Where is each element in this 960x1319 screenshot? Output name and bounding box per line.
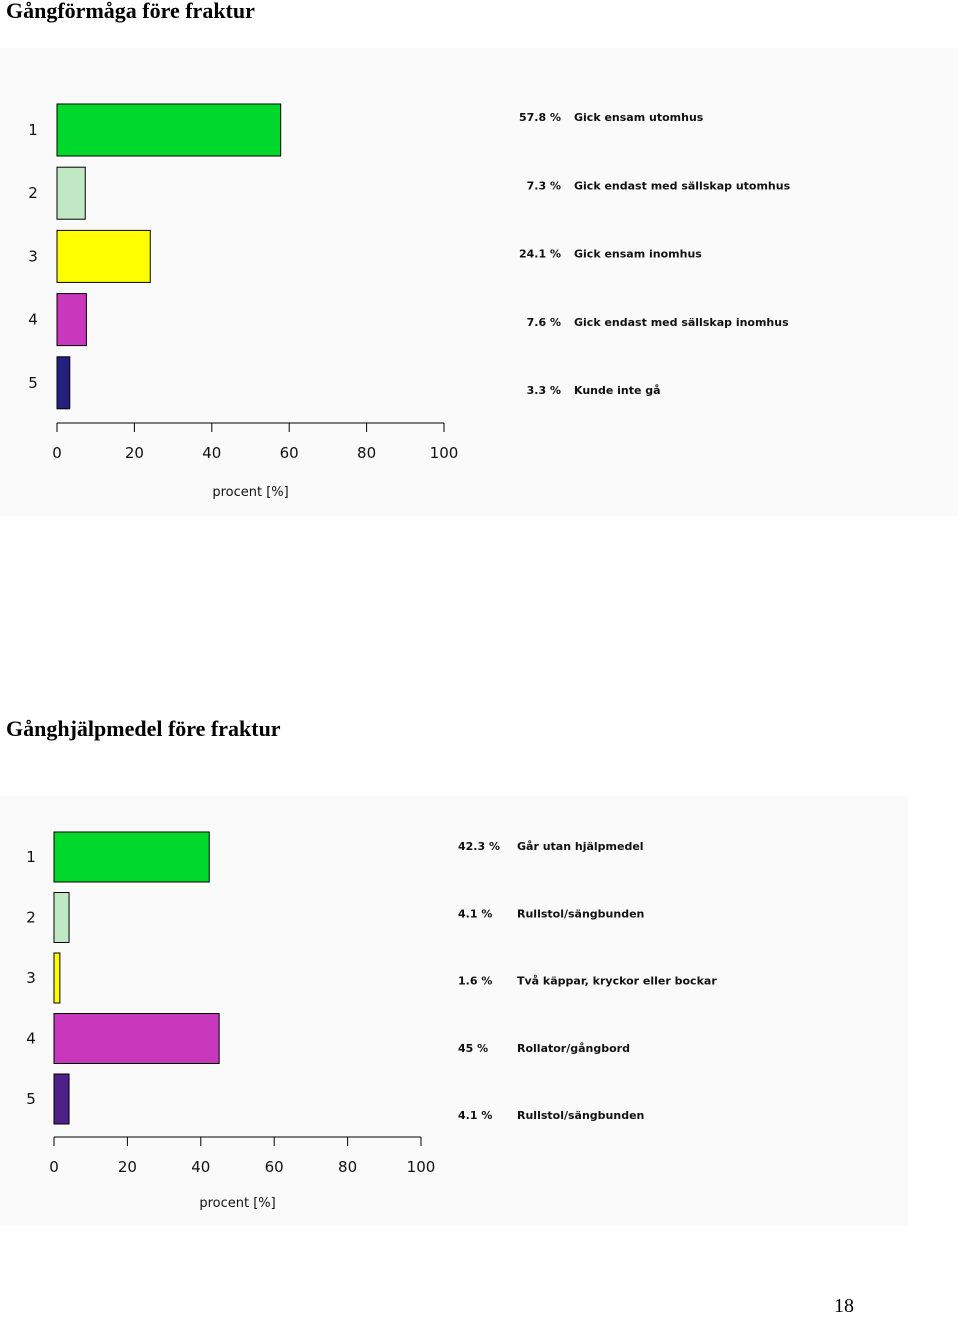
description-label: Gick endast med sällskap utomhus bbox=[574, 179, 791, 192]
x-tick-label: 80 bbox=[357, 444, 376, 462]
value-label: 57.8 % bbox=[519, 111, 561, 124]
x-tick-label: 60 bbox=[280, 444, 299, 462]
category-label: 3 bbox=[26, 969, 36, 987]
value-label: 4.1 % bbox=[458, 1109, 492, 1122]
x-tick-label: 20 bbox=[125, 444, 144, 462]
bar-5 bbox=[56, 356, 71, 410]
bar-5 bbox=[53, 1073, 70, 1125]
bar-3 bbox=[53, 952, 61, 1004]
x-tick-label: 0 bbox=[49, 1158, 59, 1176]
bar-3 bbox=[56, 229, 151, 283]
description-label: Rullstol/sängbunden bbox=[517, 907, 644, 920]
value-label: 4.1 % bbox=[458, 907, 492, 920]
bar-1 bbox=[53, 831, 210, 883]
page-number: 18 bbox=[834, 1295, 854, 1317]
bar-1 bbox=[56, 103, 282, 157]
category-label: 5 bbox=[26, 1090, 36, 1108]
value-label: 7.6 % bbox=[527, 316, 561, 329]
x-tick-label: 40 bbox=[191, 1158, 210, 1176]
category-label: 2 bbox=[26, 909, 36, 927]
chart-title-walking-aids: Gånghjälpmedel före fraktur bbox=[6, 716, 281, 741]
x-tick-label: 0 bbox=[52, 444, 62, 462]
chart-walking-ability: 1 57.8 % Gick ensam utomhus 2 7.3 % Gick enda… bbox=[0, 48, 958, 516]
description-label: Kunde inte gå bbox=[574, 384, 661, 397]
bar-4 bbox=[53, 1013, 220, 1064]
category-label: 1 bbox=[26, 848, 36, 866]
description-label: Rullstol/sängbunden bbox=[517, 1109, 644, 1122]
value-label: 7.3 % bbox=[527, 179, 561, 192]
value-label: 42.3 % bbox=[458, 840, 500, 853]
x-tick-label: 100 bbox=[430, 444, 459, 462]
value-label: 24.1 % bbox=[519, 248, 561, 261]
x-tick-label: 100 bbox=[407, 1158, 436, 1176]
bar-2 bbox=[56, 166, 86, 220]
x-tick-label: 40 bbox=[202, 444, 221, 462]
x-tick-label: 80 bbox=[338, 1158, 357, 1176]
x-axis-title: procent [%] bbox=[199, 1196, 275, 1211]
value-label: 3.3 % bbox=[527, 384, 561, 397]
description-label: Rollator/gångbord bbox=[517, 1042, 630, 1055]
description-label: Gick ensam utomhus bbox=[574, 111, 704, 124]
value-label: 45 % bbox=[458, 1042, 488, 1055]
chart-title-walking-ability: Gångförmåga före fraktur bbox=[6, 0, 255, 23]
category-label: 4 bbox=[28, 311, 38, 329]
category-label: 1 bbox=[28, 121, 38, 139]
description-label: Två käppar, kryckor eller bockar bbox=[517, 975, 717, 988]
category-label: 2 bbox=[28, 184, 38, 202]
x-tick-label: 20 bbox=[118, 1158, 137, 1176]
description-label: Gick ensam inomhus bbox=[574, 248, 702, 261]
value-label: 1.6 % bbox=[458, 975, 492, 988]
description-label: Går utan hjälpmedel bbox=[517, 840, 644, 853]
category-label: 4 bbox=[26, 1030, 36, 1048]
x-tick-label: 60 bbox=[265, 1158, 284, 1176]
category-label: 5 bbox=[28, 374, 38, 392]
x-axis-title: procent [%] bbox=[212, 485, 288, 500]
description-label: Gick endast med sällskap inomhus bbox=[574, 316, 789, 329]
bar-4 bbox=[56, 293, 87, 347]
category-label: 3 bbox=[28, 247, 38, 265]
chart-walking-aids: 1 42.3 % Går utan hjälpmedel 2 4.1 % Rullstol… bbox=[0, 796, 908, 1226]
bar-2 bbox=[53, 892, 70, 943]
